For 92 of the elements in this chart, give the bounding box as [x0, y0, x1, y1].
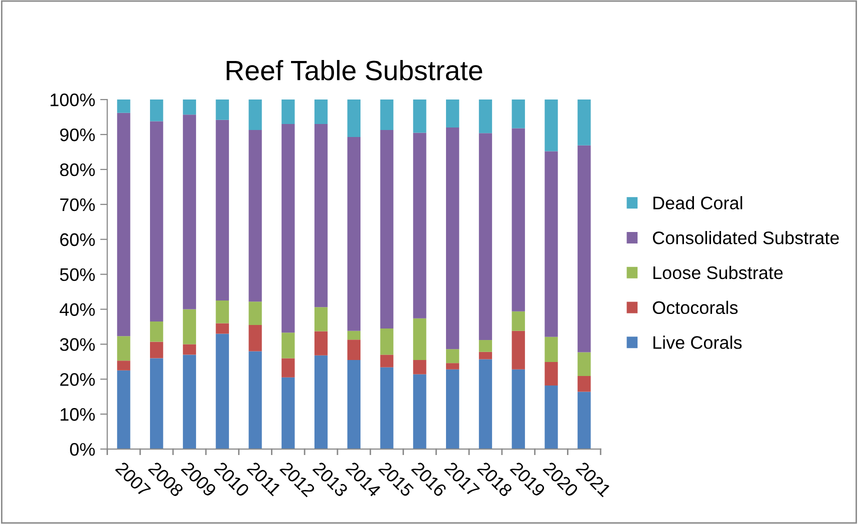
bar — [248, 351, 262, 450]
legend-label: Dead Coral — [653, 196, 742, 210]
bar — [478, 133, 492, 340]
bar — [380, 354, 394, 368]
bar — [216, 323, 229, 334]
bar — [578, 352, 591, 376]
bar — [478, 359, 492, 450]
bar — [478, 100, 492, 134]
bar — [117, 112, 130, 336]
bar — [117, 360, 130, 370]
bar — [446, 363, 460, 370]
bar — [413, 318, 426, 360]
bar — [578, 145, 591, 352]
bar — [478, 352, 492, 360]
bar — [512, 369, 525, 450]
bar — [544, 151, 558, 337]
legend-label: Consolidated Substrate — [652, 231, 839, 244]
bar — [544, 385, 558, 450]
bar — [347, 330, 361, 340]
bar — [512, 311, 525, 331]
bar — [314, 100, 328, 124]
legend-label: Live Corals — [653, 336, 742, 349]
y-tick-label: 20% — [60, 373, 95, 386]
bar — [413, 360, 426, 374]
y-tick-label: 10% — [60, 408, 95, 421]
bar — [150, 358, 164, 450]
bar — [478, 340, 492, 352]
y-tick-label: 90% — [60, 128, 95, 142]
bar — [544, 362, 558, 386]
bar — [544, 100, 558, 152]
bar — [314, 331, 328, 356]
bar — [182, 354, 196, 450]
y-tick-label: 60% — [60, 233, 95, 246]
bar — [117, 100, 130, 113]
bar — [282, 124, 295, 333]
bar — [248, 100, 262, 130]
bar — [248, 302, 262, 325]
bar — [117, 370, 130, 450]
bar — [182, 344, 196, 355]
bar — [446, 100, 460, 128]
y-tick-label: 70% — [60, 198, 95, 212]
bar — [544, 336, 558, 362]
bar — [248, 130, 262, 302]
y-tick-label: 30% — [60, 338, 95, 351]
bar — [182, 309, 196, 344]
bar — [413, 374, 426, 450]
y-tick-label: 100% — [50, 93, 95, 106]
bar — [216, 120, 229, 301]
chart-title: Reef Table Substrate — [226, 60, 482, 80]
bar — [578, 392, 591, 450]
bar — [282, 377, 295, 450]
y-tick-label: 80% — [60, 163, 95, 176]
bar — [216, 300, 229, 324]
bar — [150, 322, 164, 342]
bar — [150, 121, 164, 322]
bar — [347, 100, 361, 137]
bar — [182, 114, 196, 310]
bar — [314, 307, 328, 332]
legend-label: Loose Substrate — [653, 266, 783, 280]
bar — [578, 376, 591, 392]
bar — [216, 334, 229, 450]
bar — [150, 100, 164, 122]
bar — [314, 355, 328, 450]
bar — [248, 324, 262, 352]
bar — [150, 342, 164, 358]
legend-label: Octocorals — [652, 300, 738, 314]
bar — [578, 100, 591, 146]
bar — [512, 330, 525, 370]
bar — [347, 340, 361, 360]
y-tick-label: 0% — [70, 443, 95, 456]
bar — [347, 136, 361, 331]
bar — [380, 130, 394, 328]
bar — [380, 100, 394, 130]
bar — [347, 360, 361, 450]
bar — [182, 100, 196, 115]
bar — [380, 367, 394, 450]
y-tick-label: 50% — [60, 268, 95, 282]
bar — [282, 100, 295, 124]
bar — [314, 124, 328, 308]
bar — [216, 100, 229, 120]
bar — [512, 100, 525, 128]
bar — [446, 128, 460, 350]
bar — [446, 349, 460, 364]
bar — [413, 100, 426, 133]
bar — [446, 369, 460, 450]
bar — [282, 332, 295, 358]
y-tick-label: 40% — [60, 303, 95, 316]
bar — [413, 132, 426, 318]
bar — [282, 358, 295, 378]
bar — [117, 336, 130, 361]
bar — [512, 128, 525, 312]
bar — [380, 328, 394, 355]
